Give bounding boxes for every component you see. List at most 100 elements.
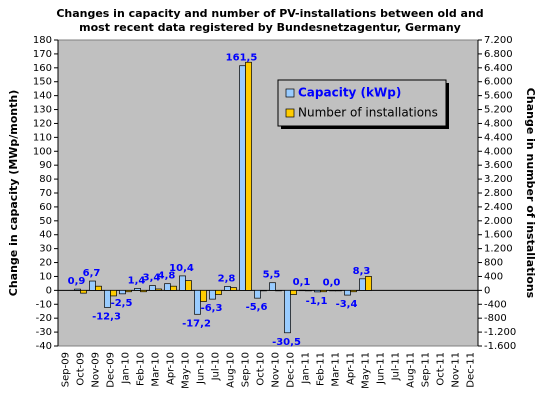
y-tick-label: 60: [39, 202, 52, 213]
chart-title: Changes in capacity and number of PV-ins…: [56, 7, 483, 20]
data-label: -2,5: [111, 298, 133, 309]
y2-tick-label: 6.400: [484, 63, 513, 74]
y-axis-label: Change in capacity (MWp/month): [7, 90, 20, 297]
x-tick-label: Dec-09: [106, 352, 117, 388]
x-tick-label: Apr-10: [166, 352, 177, 385]
data-label: -12,3: [92, 311, 121, 322]
x-tick-label: Nov-09: [91, 352, 102, 388]
y2-tick-label: -1.600: [484, 341, 516, 352]
bar: [209, 290, 216, 300]
data-label: 0,1: [293, 277, 311, 288]
y2-tick-label: -800: [484, 313, 507, 324]
data-label: -30,5: [272, 337, 301, 348]
bar: [335, 290, 342, 292]
bar: [155, 288, 162, 291]
y-tick-label: 90: [39, 160, 52, 171]
legend-swatch: [285, 108, 295, 118]
y2-tick-label: 800: [484, 258, 503, 269]
y-tick-label: 170: [33, 49, 52, 60]
bar: [164, 283, 171, 291]
data-label: -6,3: [201, 303, 223, 314]
x-tick-label: Feb-10: [136, 352, 147, 386]
y-tick-label: -10: [36, 299, 52, 310]
legend: [277, 79, 447, 127]
bar: [245, 61, 252, 291]
bar: [230, 287, 237, 291]
y2-axis-label: Change in number of installations: [524, 88, 537, 299]
data-label: 1,4: [128, 275, 146, 286]
x-tick-label: Oct-09: [76, 352, 87, 386]
x-tick-label: Sep-10: [241, 352, 252, 387]
x-tick-label: Dec-10: [286, 352, 297, 388]
x-tick-label: Sep-09: [61, 352, 72, 387]
y2-tick-label: 7.200: [484, 35, 513, 46]
bar: [254, 290, 261, 299]
y2-tick-label: 400: [484, 271, 503, 282]
bar: [104, 290, 111, 308]
bar: [179, 275, 186, 291]
y-tick-label: 180: [33, 35, 52, 46]
x-tick-label: Dec-11: [466, 352, 477, 388]
bar: [350, 290, 357, 293]
x-tick-label: Oct-10: [256, 352, 267, 386]
bar: [215, 290, 222, 295]
data-label: -3,4: [336, 299, 358, 310]
y-tick-label: 130: [33, 105, 52, 116]
data-label: -1,1: [306, 296, 328, 307]
bar: [134, 288, 141, 291]
x-tick-label: Jun-10: [196, 352, 207, 385]
data-label: -5,6: [246, 302, 268, 313]
y2-tick-label: 3.600: [484, 160, 513, 171]
data-label: 8,3: [353, 266, 371, 277]
x-tick-label: Jan-10: [121, 352, 132, 385]
bar: [185, 280, 192, 291]
x-tick-label: Aug-10: [226, 352, 237, 388]
bar: [239, 65, 246, 291]
bar: [110, 290, 117, 297]
x-tick-label: May-11: [361, 352, 372, 389]
y-tick-label: 80: [39, 174, 52, 185]
bar: [80, 290, 87, 294]
x-tick-label: Nov-10: [271, 352, 282, 388]
y2-tick-label: 1.200: [484, 244, 513, 255]
bar: [290, 290, 297, 295]
legend-label: Number of installations: [298, 106, 438, 120]
y-tick-label: -40: [36, 341, 52, 352]
y-tick-label: 0: [46, 285, 52, 296]
y2-tick-label: 2.000: [484, 216, 513, 227]
y-tick-label: 30: [39, 244, 52, 255]
bar: [140, 290, 147, 293]
bar: [314, 290, 321, 293]
y-tick-label: 150: [33, 77, 52, 88]
y2-tick-label: 6.000: [484, 77, 513, 88]
y-tick-label: 140: [33, 91, 52, 102]
bar: [365, 276, 372, 291]
y-tick-label: 110: [33, 132, 52, 143]
y-tick-label: -30: [36, 327, 52, 338]
data-label: 161,5: [226, 53, 258, 64]
y2-tick-label: 6.800: [484, 49, 513, 60]
y2-tick-label: -400: [484, 299, 507, 310]
y-tick-label: 10: [39, 271, 52, 282]
y2-tick-label: 4.800: [484, 118, 513, 129]
bar: [125, 290, 132, 293]
bar: [224, 286, 231, 291]
data-label: 5,5: [263, 270, 281, 281]
y2-tick-label: 2.400: [484, 202, 513, 213]
bar: [194, 290, 201, 315]
bar: [149, 285, 156, 291]
x-tick-label: Sep-11: [421, 352, 432, 387]
x-tick-label: Mar-10: [151, 352, 162, 387]
data-label: 0,0: [323, 277, 341, 288]
x-tick-label: Aug-11: [406, 352, 417, 388]
y2-tick-label: 2.800: [484, 188, 513, 199]
chart-title: most recent data registered by Bundesnet…: [79, 21, 461, 34]
bar: [119, 290, 126, 295]
bar: [170, 285, 177, 291]
y-tick-label: 40: [39, 230, 52, 241]
y-tick-label: -20: [36, 313, 52, 324]
x-tick-label: Jul-11: [391, 352, 402, 381]
bar: [89, 280, 96, 291]
y-tick-label: 100: [33, 146, 52, 157]
y-tick-label: 70: [39, 188, 52, 199]
